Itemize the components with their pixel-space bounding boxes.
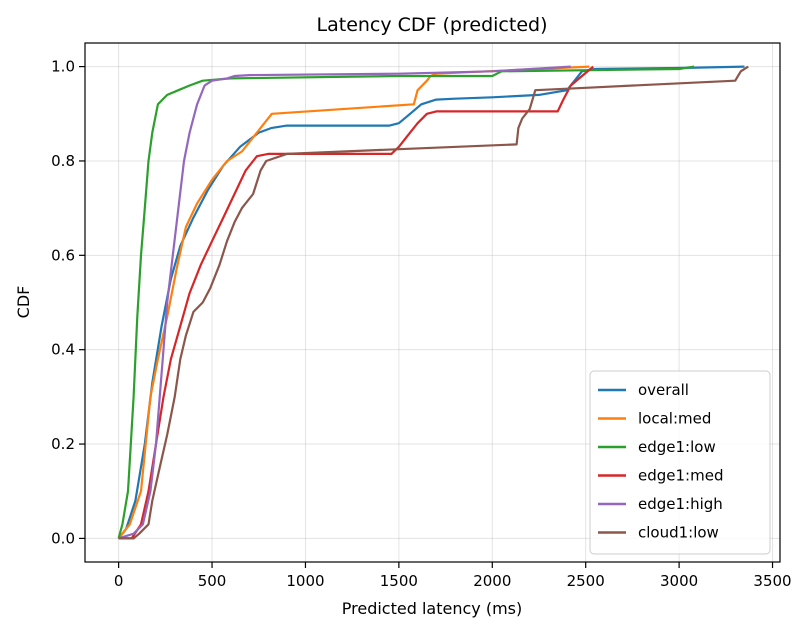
legend-label: edge1:med — [638, 467, 723, 485]
x-tick-label: 2500 — [567, 572, 605, 590]
series-line-edge1-low — [117, 65, 695, 539]
x-tick-label: 500 — [198, 572, 227, 590]
data-series — [117, 65, 749, 540]
chart-title: Latency CDF (predicted) — [317, 14, 548, 36]
legend-label: edge1:low — [638, 438, 716, 456]
y-tick-label: 0.4 — [51, 341, 75, 359]
legend-box — [589, 370, 771, 555]
x-axis-ticks: 0 500 1000 1500 2000 2500 3000 3500 — [114, 562, 792, 590]
legend-label: edge1:high — [638, 495, 723, 513]
x-tick-label: 3500 — [753, 572, 791, 590]
x-tick-label: 1000 — [286, 572, 324, 590]
series-line-cloud1-low — [118, 65, 749, 540]
legend-label: cloud1:low — [638, 524, 719, 542]
y-tick-label: 0.2 — [51, 435, 75, 453]
y-axis-label: CDF — [14, 286, 33, 319]
y-tick-label: 0.6 — [51, 246, 75, 264]
x-tick-label: 0 — [114, 572, 124, 590]
x-axis-label: Predicted latency (ms) — [342, 599, 522, 618]
series-line-edge1-high — [118, 65, 571, 540]
y-tick-label: 0.0 — [51, 529, 75, 547]
series-line-edge1-med — [118, 65, 594, 540]
x-tick-label: 3000 — [660, 572, 698, 590]
legend: overall local:med edge1:low edge1:med edge1:… — [589, 370, 771, 555]
y-tick-label: 1.0 — [51, 58, 75, 76]
legend-label: local:med — [638, 410, 711, 428]
x-tick-label: 2000 — [473, 572, 511, 590]
plot-frame — [84, 42, 781, 563]
legend-label: overall — [638, 381, 689, 399]
series-line-overall — [117, 65, 745, 540]
series-line-local-med — [117, 65, 590, 540]
x-tick-label: 1500 — [380, 572, 418, 590]
y-tick-label: 0.8 — [51, 152, 75, 170]
y-axis-ticks: 0.0 0.2 0.4 0.6 0.8 1.0 — [51, 58, 85, 547]
